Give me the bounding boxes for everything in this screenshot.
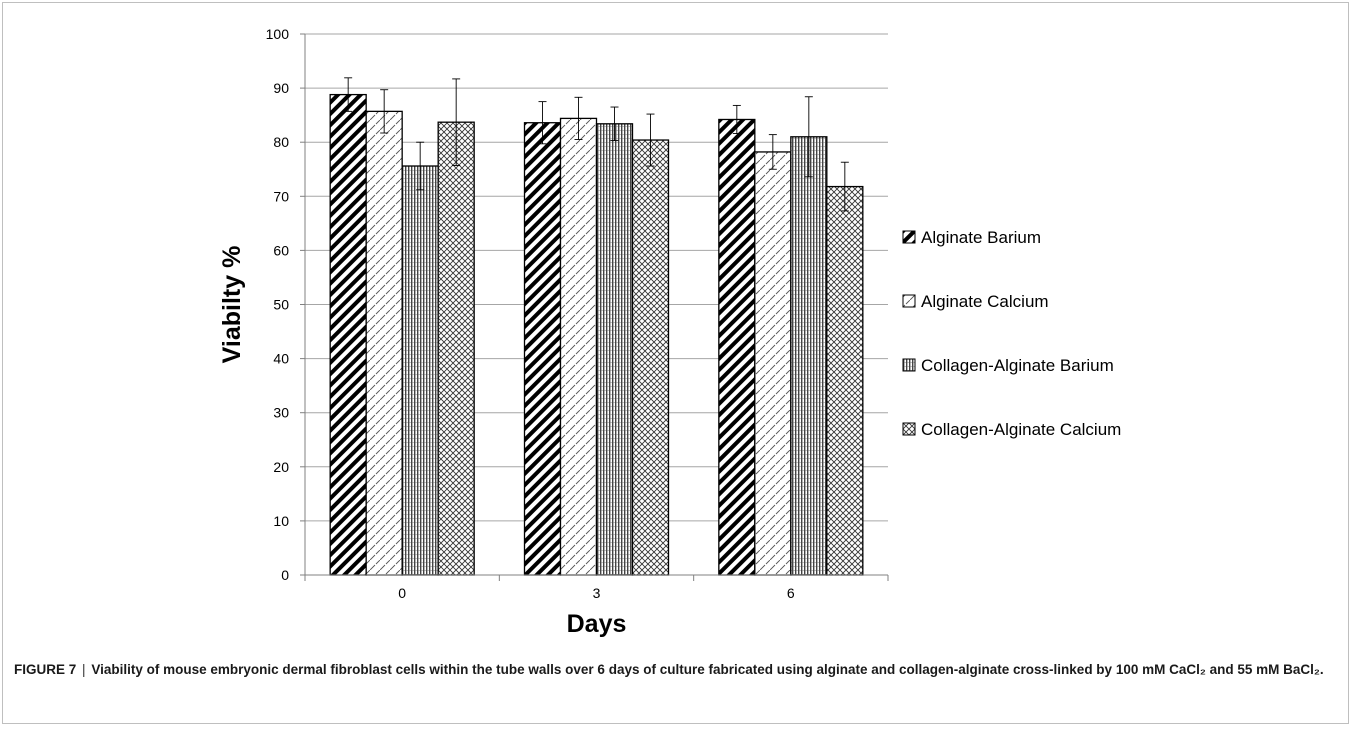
error-bar — [574, 96, 583, 140]
error-bar — [380, 89, 389, 134]
x-tick-label: 0 — [398, 585, 406, 601]
y-tick-label: 0 — [281, 567, 289, 583]
bar — [826, 185, 864, 576]
error-bar — [538, 101, 547, 145]
x-axis-title: Days — [567, 610, 627, 638]
y-tick-label: 70 — [273, 188, 289, 204]
y-tick-label: 40 — [273, 351, 289, 367]
error-bar — [804, 96, 813, 178]
legend-label: Alginate Barium — [921, 228, 1041, 247]
error-bar — [610, 106, 619, 142]
bar — [401, 165, 439, 576]
y-axis-tick-labels: 0 10 20 30 40 50 60 70 80 90 100 — [266, 26, 290, 583]
bar — [523, 122, 562, 576]
legend-item: Alginate Calcium — [902, 292, 1049, 311]
y-tick-label: 50 — [273, 297, 289, 313]
bar — [595, 123, 634, 576]
error-bar — [840, 161, 849, 212]
bars — [329, 93, 864, 576]
error-bar — [732, 104, 741, 134]
legend-item: Alginate Barium — [902, 228, 1041, 247]
legend-swatch — [902, 294, 916, 308]
legend: Alginate Barium Alginate Calcium Collagen-… — [902, 228, 1121, 439]
error-bar — [416, 141, 425, 191]
x-tick-label: 6 — [787, 585, 795, 601]
legend-label: Alginate Calcium — [921, 292, 1049, 311]
legend-item: Collagen-Alginate Barium — [902, 356, 1114, 375]
caption-text: Viability of mouse embryonic dermal fibr… — [91, 662, 1324, 677]
y-tick-label: 100 — [266, 26, 290, 42]
figure-caption: FIGURE 7 | Viability of mouse embryonic … — [14, 659, 1334, 680]
y-axis-title: Viabilty % — [218, 246, 246, 364]
y-tick-label: 20 — [273, 459, 289, 475]
legend-label: Collagen-Alginate Barium — [921, 356, 1114, 375]
y-tick-label: 80 — [273, 134, 289, 150]
y-tick-label: 10 — [273, 513, 289, 529]
legend-label: Collagen-Alginate Calcium — [921, 420, 1121, 439]
error-bars — [344, 77, 849, 212]
bar — [329, 93, 367, 576]
legend-item: Collagen-Alginate Calcium — [902, 420, 1121, 439]
y-tick-label: 30 — [273, 405, 289, 421]
bar-chart: 0 10 20 30 40 50 60 70 80 90 100 0 3 6 Viabilty % Da… — [218, 26, 1121, 638]
error-bar — [646, 113, 655, 167]
y-tick-label: 90 — [273, 80, 289, 96]
y-tick-label: 60 — [273, 242, 289, 258]
caption-label: FIGURE 7 — [14, 662, 77, 677]
legend-swatch — [902, 230, 916, 244]
x-tick-label: 3 — [593, 585, 601, 601]
bar — [559, 117, 598, 576]
error-bar — [344, 77, 353, 112]
error-bar — [452, 78, 461, 166]
x-axis-tick-labels: 0 3 6 — [398, 585, 795, 601]
bar — [365, 110, 403, 576]
legend-swatch — [902, 422, 916, 436]
caption-separator: | — [82, 662, 86, 677]
bar — [790, 136, 828, 576]
bar — [437, 121, 475, 576]
axes — [300, 33, 889, 581]
error-bar — [768, 134, 777, 170]
legend-swatch — [902, 358, 916, 372]
bar — [631, 139, 670, 576]
bar — [718, 118, 756, 576]
bar — [754, 151, 792, 576]
